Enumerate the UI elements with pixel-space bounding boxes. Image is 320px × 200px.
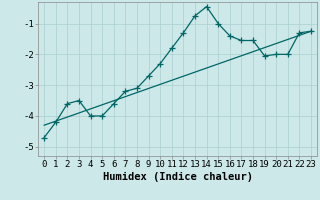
X-axis label: Humidex (Indice chaleur): Humidex (Indice chaleur) bbox=[103, 172, 252, 182]
